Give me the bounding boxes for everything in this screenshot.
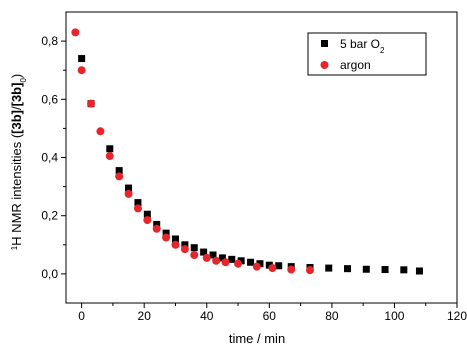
point-o2 bbox=[218, 254, 226, 262]
point-argon bbox=[71, 28, 80, 37]
point-argon bbox=[105, 152, 114, 161]
point-o2 bbox=[344, 265, 352, 273]
y-axis-title: 1H NMR intensities ([3b]/[3b]0) bbox=[9, 74, 28, 251]
legend: 5 bar O2 argon bbox=[307, 32, 427, 76]
point-argon bbox=[77, 66, 86, 75]
point-o2 bbox=[228, 255, 236, 263]
y-tick-label: 0,8 bbox=[41, 34, 58, 48]
point-argon bbox=[234, 259, 243, 268]
point-argon bbox=[96, 127, 105, 136]
point-o2 bbox=[247, 258, 255, 266]
point-o2 bbox=[171, 235, 179, 243]
point-o2 bbox=[325, 264, 333, 272]
y-axis-title-post: ) bbox=[9, 74, 24, 78]
point-o2 bbox=[400, 266, 408, 274]
point-o2 bbox=[115, 167, 123, 175]
point-argon bbox=[287, 265, 296, 274]
point-o2 bbox=[181, 241, 189, 249]
y-axis-title-b1: [3b] bbox=[9, 110, 24, 134]
point-o2 bbox=[162, 229, 170, 237]
series-argon bbox=[71, 28, 314, 275]
point-argon bbox=[133, 204, 142, 213]
point-o2 bbox=[190, 244, 198, 252]
tick-marks bbox=[61, 40, 458, 308]
point-o2 bbox=[275, 262, 283, 270]
point-o2 bbox=[153, 220, 161, 228]
point-argon bbox=[152, 224, 161, 233]
legend-label-argon: argon bbox=[340, 58, 371, 72]
point-argon bbox=[180, 245, 189, 254]
point-o2 bbox=[200, 248, 208, 256]
legend-marker-o2 bbox=[321, 40, 328, 47]
point-argon bbox=[268, 264, 277, 273]
point-o2 bbox=[78, 55, 86, 63]
y-tick-label: 0,0 bbox=[41, 267, 58, 281]
legend-label-o2: 5 bar O2 bbox=[340, 37, 385, 55]
point-argon bbox=[171, 240, 180, 249]
point-o2 bbox=[415, 267, 423, 275]
x-axis-title: time / min bbox=[229, 331, 285, 346]
x-tick-label: 0 bbox=[78, 309, 85, 323]
y-axis-title-b2: [3b] bbox=[9, 83, 24, 107]
y-tick-label: 0,4 bbox=[41, 151, 58, 165]
legend-marker-argon bbox=[320, 61, 329, 69]
y-axis-title-sub: 0 bbox=[19, 78, 28, 83]
point-argon bbox=[162, 233, 171, 242]
point-argon bbox=[143, 216, 152, 225]
point-o2 bbox=[125, 184, 133, 192]
point-o2 bbox=[381, 266, 389, 274]
y-axis-title-sup: 1 bbox=[10, 245, 19, 250]
point-o2 bbox=[143, 210, 151, 218]
data-points bbox=[71, 28, 423, 275]
point-argon bbox=[221, 258, 230, 267]
point-argon bbox=[124, 189, 133, 198]
y-tick-label: 0,2 bbox=[41, 209, 58, 223]
x-tick-label: 120 bbox=[447, 309, 467, 323]
y-tick-label: 0,6 bbox=[41, 92, 58, 106]
x-tick-label: 40 bbox=[200, 309, 214, 323]
point-argon bbox=[87, 99, 96, 108]
series-o2 bbox=[78, 55, 423, 275]
point-argon bbox=[305, 266, 314, 275]
tick-labels: 0 20 40 60 80 100 120 0,0 0,2 0,4 0,6 0,8 bbox=[41, 34, 467, 323]
point-o2 bbox=[362, 265, 370, 273]
x-tick-label: 20 bbox=[138, 309, 152, 323]
point-o2 bbox=[237, 257, 245, 265]
point-o2 bbox=[256, 260, 264, 268]
x-tick-label: 100 bbox=[384, 309, 404, 323]
x-tick-label: 60 bbox=[263, 309, 277, 323]
point-argon bbox=[190, 250, 199, 259]
point-o2 bbox=[209, 251, 217, 259]
point-argon bbox=[202, 253, 211, 262]
legend-label-o2-main: 5 bar O bbox=[340, 37, 380, 51]
point-o2 bbox=[106, 145, 114, 153]
point-o2 bbox=[265, 261, 273, 269]
point-argon bbox=[115, 172, 124, 181]
legend-label-o2-sub: 2 bbox=[380, 46, 385, 55]
x-tick-label: 80 bbox=[325, 309, 339, 323]
y-axis-title-pre: H NMR intensities ( bbox=[9, 133, 24, 246]
point-o2 bbox=[134, 199, 142, 207]
y-axis-title-slash: / bbox=[9, 106, 24, 110]
point-argon bbox=[252, 262, 261, 271]
point-argon bbox=[212, 256, 221, 265]
